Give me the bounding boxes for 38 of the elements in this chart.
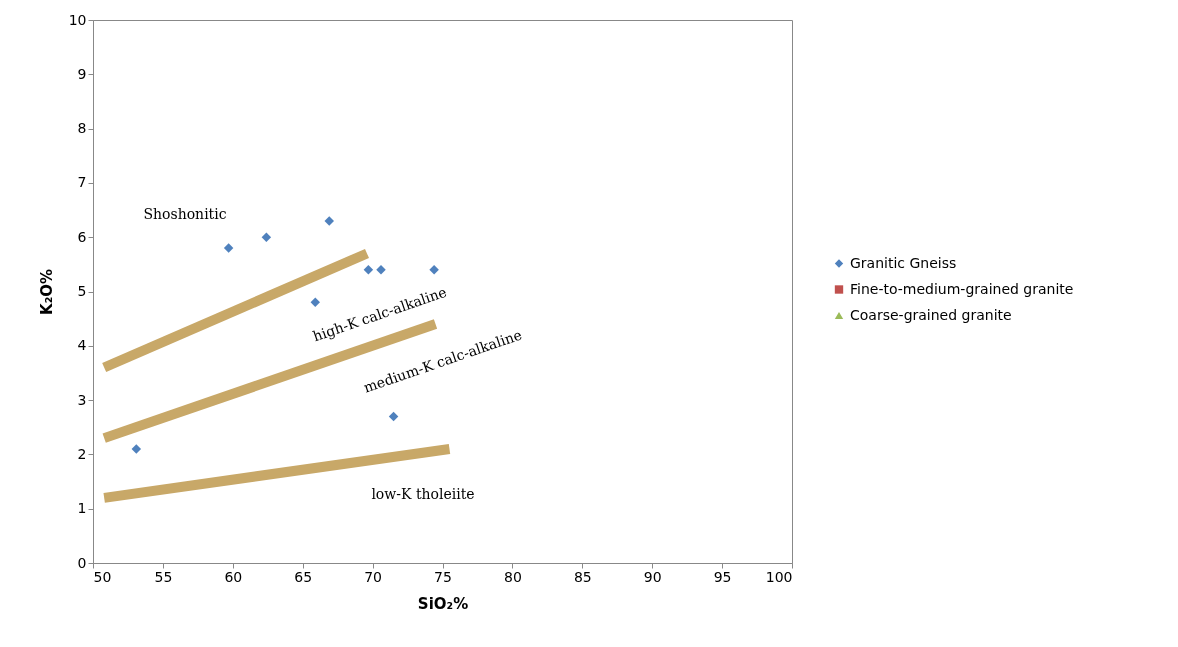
legend-label: Fine-to-medium-grained granite <box>850 280 1074 297</box>
point <box>223 243 234 253</box>
x-tick-label: 65 <box>294 568 313 585</box>
y-tick-label: 3 <box>77 391 87 408</box>
y-tick-label: 5 <box>77 283 87 299</box>
y-axis-title: K₂O% <box>37 269 56 315</box>
y-tick-label: 7 <box>77 174 87 191</box>
point <box>310 297 321 308</box>
annotation: Shoshonitic <box>143 206 227 222</box>
y-tick-label: 4 <box>77 337 87 354</box>
y-tick-label: 9 <box>77 65 87 82</box>
y-tick-label: 1 <box>77 500 87 517</box>
point <box>261 232 272 242</box>
x-tick-label: 75 <box>434 568 452 585</box>
x-tick-label: 55 <box>154 568 173 585</box>
legend-label: Granitic Gneiss <box>850 254 957 271</box>
point <box>131 444 142 454</box>
point <box>388 411 399 422</box>
y-tick-label: 8 <box>77 120 87 137</box>
x-tick-label: 100 <box>765 568 793 585</box>
y-tick-label: 0 <box>77 554 87 571</box>
y-tick-label: 2 <box>77 445 87 462</box>
x-tick-label: 90 <box>643 568 662 585</box>
point <box>363 265 374 275</box>
x-tick-label: 85 <box>573 568 592 585</box>
point <box>429 265 439 275</box>
x-tick-label: 50 <box>93 568 112 585</box>
y-tick-label: 10 <box>68 11 87 28</box>
y-tick-label: 6 <box>77 228 87 245</box>
point <box>324 216 334 226</box>
x-axis-title: SiO₂% <box>417 594 469 613</box>
x-tick-label: 95 <box>713 568 732 585</box>
x-tick-label: 70 <box>364 568 383 585</box>
annotation: low-K tholeiite <box>371 486 475 502</box>
x-tick-label: 60 <box>224 568 243 585</box>
point <box>376 265 386 275</box>
legend-label: Coarse-grained granite <box>850 306 1012 323</box>
x-tick-label: 80 <box>503 568 522 585</box>
